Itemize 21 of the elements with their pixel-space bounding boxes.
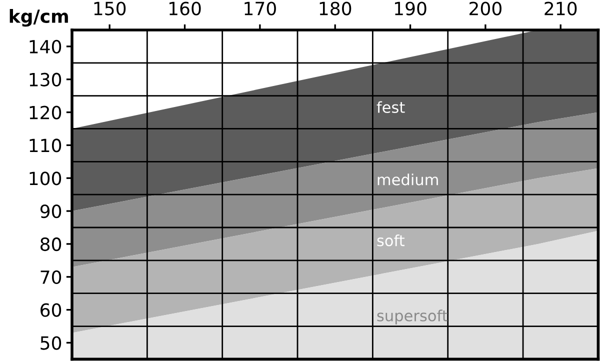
y-tick-label: 50 — [40, 336, 62, 350]
y-tick-label: 140 — [30, 40, 62, 54]
y-tick-label: 110 — [30, 138, 62, 152]
x-tick-label: 190 — [395, 2, 426, 16]
y-tick-label: 60 — [40, 303, 62, 317]
y-tick-label: 90 — [40, 204, 62, 218]
series-label: fest — [376, 101, 405, 114]
y-tick-label: 100 — [30, 172, 62, 186]
x-tick-label: 200 — [470, 2, 502, 16]
x-tick-label: 150 — [94, 2, 126, 16]
series-label: soft — [377, 234, 404, 246]
y-axis-title: kg/cm — [10, 9, 68, 27]
x-tick-label: 180 — [320, 2, 352, 16]
x-tick-label: 210 — [544, 2, 577, 16]
y-tick-label: 70 — [40, 270, 62, 284]
x-tick-label: 160 — [170, 2, 201, 16]
x-tick-label: 170 — [244, 2, 276, 16]
y-tick-label: 120 — [30, 106, 62, 120]
y-tick-label: 80 — [40, 237, 62, 252]
y-tick-label: 130 — [30, 72, 62, 86]
series-label: medium — [378, 174, 438, 186]
